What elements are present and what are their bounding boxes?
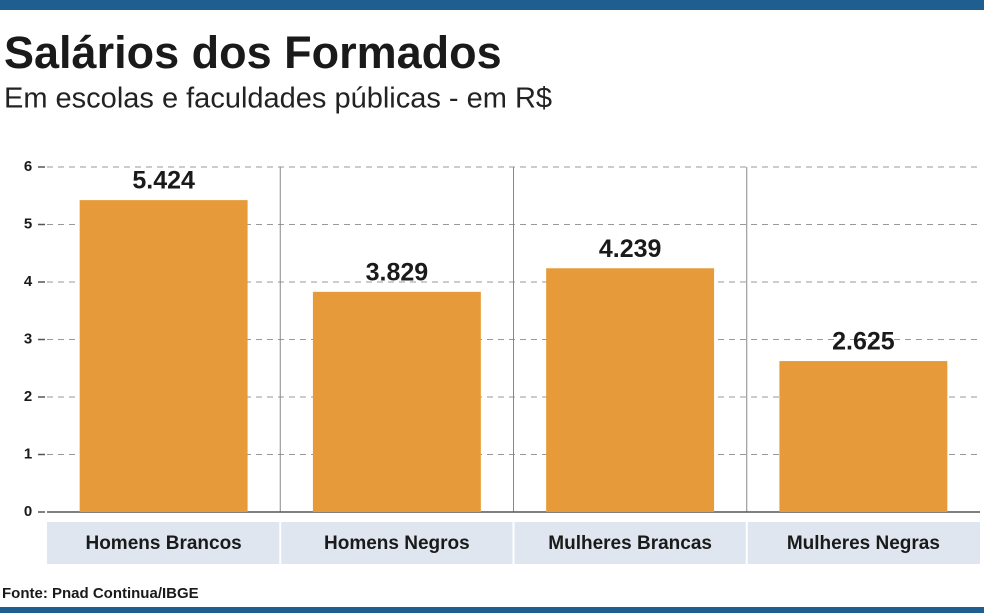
chart-title: Salários dos Formados (4, 27, 502, 78)
top-band (0, 0, 984, 10)
y-tick-label: 2 (24, 388, 32, 405)
bottom-band (0, 607, 984, 613)
bar (779, 361, 948, 512)
value-label: 5.424 (132, 167, 195, 195)
x-tick-label: Homens Negros (324, 533, 470, 554)
x-tick-label: Homens Brancos (85, 533, 241, 554)
y-tick-label: 6 (24, 158, 32, 175)
bar (546, 268, 715, 512)
x-tick-label: Mulheres Brancas (548, 533, 712, 554)
value-label: 4.239 (599, 235, 662, 263)
y-tick-label: 4 (24, 273, 33, 290)
bar (312, 291, 481, 512)
y-tick-label: 5 (24, 215, 32, 232)
y-tick-label: 0 (24, 503, 32, 520)
x-tick-label: Mulheres Negras (787, 533, 940, 554)
source: Fonte: Pnad Continua/IBGE (2, 585, 199, 602)
y-tick-label: 1 (24, 445, 32, 462)
y-tick-label: 3 (24, 330, 32, 347)
bar (79, 200, 248, 512)
chart-subtitle: Em escolas e faculdades públicas - em R$ (4, 83, 552, 115)
value-label: 2.625 (832, 328, 895, 356)
value-label: 3.829 (366, 258, 429, 286)
